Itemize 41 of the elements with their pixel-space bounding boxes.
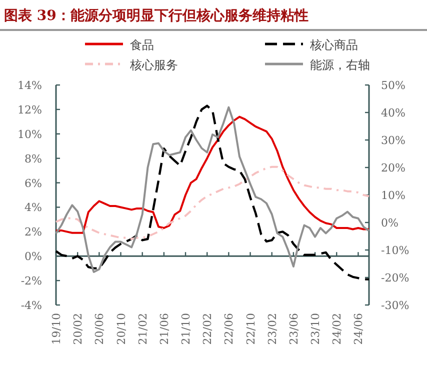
y-tick-label: 10% bbox=[18, 128, 42, 141]
x-tick-label: 24/02 bbox=[330, 313, 344, 345]
x-tick-label: 22/06 bbox=[222, 313, 236, 345]
y-tick-label: 4% bbox=[24, 201, 42, 214]
y2-tick-label: 30% bbox=[381, 134, 406, 147]
y-tick-label: 2% bbox=[24, 226, 42, 239]
y2-tick-label: -20% bbox=[381, 272, 410, 284]
legend-label: 能源，右轴 bbox=[310, 58, 370, 72]
x-tick-label: 23/06 bbox=[287, 313, 300, 345]
y2-tick-label: 40% bbox=[381, 106, 406, 120]
y2-tick-label: 10% bbox=[381, 189, 406, 202]
y-tick-label: 0% bbox=[24, 250, 42, 264]
chart-title: 图表 39：能源分项明显下行但核心服务维持粘性 bbox=[4, 7, 308, 24]
y2-tick-label: 50% bbox=[381, 79, 406, 92]
x-tick-label: 21/10 bbox=[180, 313, 193, 345]
x-tick-label: 23/02 bbox=[266, 313, 279, 345]
legend-label: 核心商品 bbox=[309, 38, 358, 52]
y2-tick-label: 0% bbox=[381, 216, 398, 230]
y-tick-label: -4% bbox=[20, 299, 42, 312]
y-tick-label: 12% bbox=[18, 103, 42, 116]
y2-tick-label: -30% bbox=[381, 299, 410, 312]
x-tick-label: 21/06 bbox=[158, 313, 171, 345]
x-tick-label: 20/02 bbox=[72, 313, 85, 345]
legend-label: 食品 bbox=[130, 38, 154, 52]
line-series bbox=[55, 166, 370, 240]
x-tick-label: 23/10 bbox=[309, 313, 322, 345]
y2-tick-label: -10% bbox=[381, 244, 410, 257]
y2-tick-label: 20% bbox=[381, 162, 406, 174]
x-tick-label: 22/10 bbox=[244, 313, 258, 345]
legend-label: 核心服务 bbox=[129, 58, 178, 72]
x-tick-label: 22/02 bbox=[201, 313, 214, 345]
x-tick-label: 24/06 bbox=[352, 313, 366, 345]
line-series bbox=[55, 116, 370, 234]
x-tick-label: 20/06 bbox=[93, 313, 106, 345]
x-tick-label: 21/02 bbox=[136, 313, 150, 345]
y-tick-label: 6% bbox=[24, 176, 42, 190]
y-tick-label: 14% bbox=[18, 79, 42, 92]
x-tick-label: 20/10 bbox=[114, 313, 128, 345]
y-tick-label: 8% bbox=[24, 152, 42, 166]
x-tick-label: 19/10 bbox=[50, 313, 63, 345]
y-tick-label: -2% bbox=[20, 274, 42, 288]
